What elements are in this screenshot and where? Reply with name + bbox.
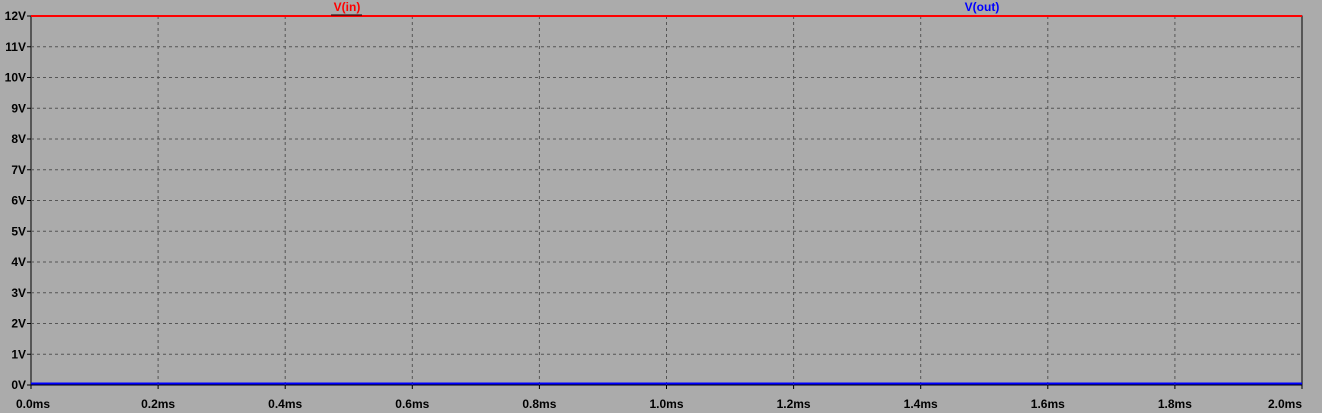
y-tick-label: 8V [11,132,26,146]
x-tick-label: 1.6ms [1031,397,1065,411]
y-tick-label: 12V [5,9,26,23]
x-tick-label: 0.8ms [522,397,556,411]
x-tick-label: 1.4ms [904,397,938,411]
y-tick-label: 6V [11,194,26,208]
y-tick-label: 2V [11,317,26,331]
y-tick-label: 11V [5,40,26,54]
legend-entry-0[interactable]: V(in) [334,0,361,14]
y-axis: 0V 1V 2V 3V 4V 5V 6V 7V 8V 9V 10V 11V 12V [5,9,31,392]
x-tick-label: 0.4ms [268,397,302,411]
legend: V(in) V(out) [331,0,1000,16]
grid [31,16,1302,385]
y-tick-label: 3V [11,286,26,300]
x-tick-label: 0.0ms [16,397,50,411]
x-tick-label: 0.6ms [395,397,429,411]
x-tick-label: 1.8ms [1158,397,1192,411]
y-tick-label: 9V [11,101,26,115]
y-tick-label: 0V [11,378,26,392]
legend-entry-1[interactable]: V(out) [965,0,1000,14]
y-tick-label: 4V [11,255,26,269]
x-tick-label: 1.0ms [649,397,683,411]
y-tick-label: 1V [11,347,26,361]
series-group [31,15,1302,385]
y-tick-label: 5V [11,224,26,238]
x-axis: 0.0ms 0.2ms 0.4ms 0.6ms 0.8ms 1.0ms 1.2ms 1.4ms… [16,385,1303,411]
y-tick-label: 10V [5,71,26,85]
x-tick-label: 2.0ms [1268,397,1302,411]
x-tick-label: 1.2ms [777,397,811,411]
y-tick-label: 7V [11,163,26,177]
x-tick-label: 0.2ms [141,397,175,411]
